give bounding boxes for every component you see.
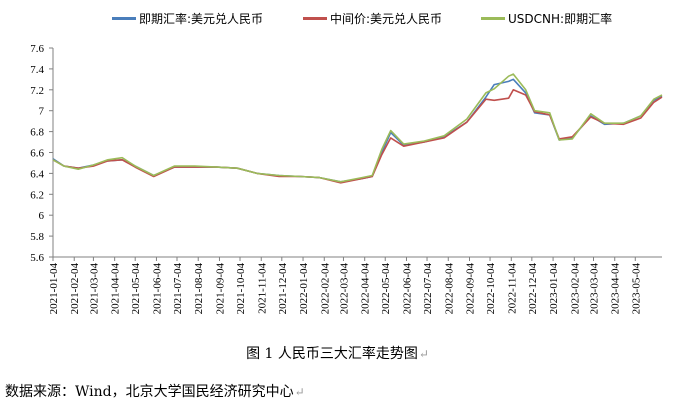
y-tick-label: 7.6 <box>30 43 44 55</box>
y-tick-label: 6.4 <box>30 168 44 180</box>
x-tick-label: 2021-03-04 <box>88 263 100 315</box>
x-tick-label: 2021-12-04 <box>277 263 289 315</box>
y-tick-label: 5.8 <box>30 231 44 243</box>
x-tick-label: 2021-02-04 <box>69 263 81 315</box>
y-tick-label: 6.6 <box>30 148 44 160</box>
x-tick-label: 2022-11-04 <box>506 263 518 314</box>
x-tick-label: 2021-08-04 <box>193 263 205 315</box>
data-source-note: 数据来源：Wind，北京大学国民经济研究中心↵ <box>5 381 305 401</box>
exchange-rate-chart: 即期汇率:美元兑人民币 中间价:美元兑人民币 USDCNH:即期汇率 7.6 7.… <box>0 8 675 315</box>
x-tick-label: 2023-02-04 <box>569 263 581 315</box>
x-tick-label: 2023-01-04 <box>548 263 560 315</box>
x-tick-label: 2023-03-04 <box>588 263 600 315</box>
x-tick-label: 2021-10-04 <box>235 263 247 315</box>
series-line-1 <box>52 89 663 184</box>
data-source-text: 数据来源：Wind，北京大学国民经济研究中心 <box>5 384 294 400</box>
legend-label-spot-rate: 即期汇率:美元兑人民币 <box>139 11 264 26</box>
x-tick-label: 2021-04-04 <box>110 263 122 315</box>
y-tick-label: 7 <box>39 106 45 118</box>
x-tick-label: 2021-07-04 <box>172 263 184 315</box>
y-tick-label: 5.6 <box>30 252 44 264</box>
y-tick-label: 7.2 <box>30 85 44 97</box>
paragraph-mark: ↵ <box>294 385 305 399</box>
x-tick-label: 2022-06-04 <box>401 263 413 315</box>
figure-caption-text: 图 1 人民币三大汇率走势图 <box>246 346 418 362</box>
x-tick-label: 2022-09-04 <box>465 263 477 315</box>
legend-swatch-spot-rate <box>112 16 136 20</box>
chart-plot: 7.6 7.4 7.2 7 6.8 6.6 6.4 6.2 6 5.8 5.6 2021-01-04 2… <box>30 43 663 315</box>
legend-swatch-usdcnh <box>481 16 505 20</box>
x-tick-label: 2021-06-04 <box>151 263 163 315</box>
x-tick-label: 2021-09-04 <box>214 263 226 315</box>
series-line-2 <box>52 73 663 183</box>
x-tick-label: 2022-04-04 <box>360 263 372 315</box>
legend-swatch-central-parity <box>303 16 327 20</box>
x-tick-label: 2021-11-04 <box>256 263 268 314</box>
y-tick-label: 6 <box>39 210 45 222</box>
x-tick-label: 2022-12-04 <box>527 263 539 315</box>
x-tick-label: 2022-08-04 <box>443 263 455 315</box>
x-tick-label: 2023-04-04 <box>610 263 622 315</box>
x-tick-label: 2022-02-04 <box>319 263 331 315</box>
x-tick-label: 2022-03-04 <box>338 263 350 315</box>
paragraph-mark: ↵ <box>418 347 429 361</box>
x-tick-label: 2021-01-04 <box>48 263 60 315</box>
x-tick-label: 2022-07-04 <box>422 263 434 315</box>
x-tick-label: 2022-05-04 <box>380 263 392 315</box>
legend-item-spot-rate: 即期汇率:美元兑人民币 <box>112 8 263 28</box>
y-tick-label: 7.4 <box>30 64 44 76</box>
y-tick-label: 6.2 <box>30 189 44 201</box>
legend: 即期汇率:美元兑人民币 中间价:美元兑人民币 USDCNH:即期汇率 <box>0 8 675 28</box>
legend-item-usdcnh: USDCNH:即期汇率 <box>481 8 612 28</box>
y-tick-label: 6.8 <box>30 127 44 139</box>
x-tick-label: 2021-05-04 <box>130 263 142 315</box>
legend-item-central-parity: 中间价:美元兑人民币 <box>303 8 442 28</box>
figure-caption: 图 1 人民币三大汇率走势图↵ <box>0 343 675 363</box>
x-tick-label: 2023-05-04 <box>630 263 642 315</box>
legend-label-usdcnh: USDCNH:即期汇率 <box>508 11 613 26</box>
legend-label-central-parity: 中间价:美元兑人民币 <box>330 11 443 26</box>
x-tick-label: 2022-01-04 <box>298 263 310 315</box>
x-tick-label: 2022-10-04 <box>485 263 497 315</box>
series-line-0 <box>52 78 663 183</box>
